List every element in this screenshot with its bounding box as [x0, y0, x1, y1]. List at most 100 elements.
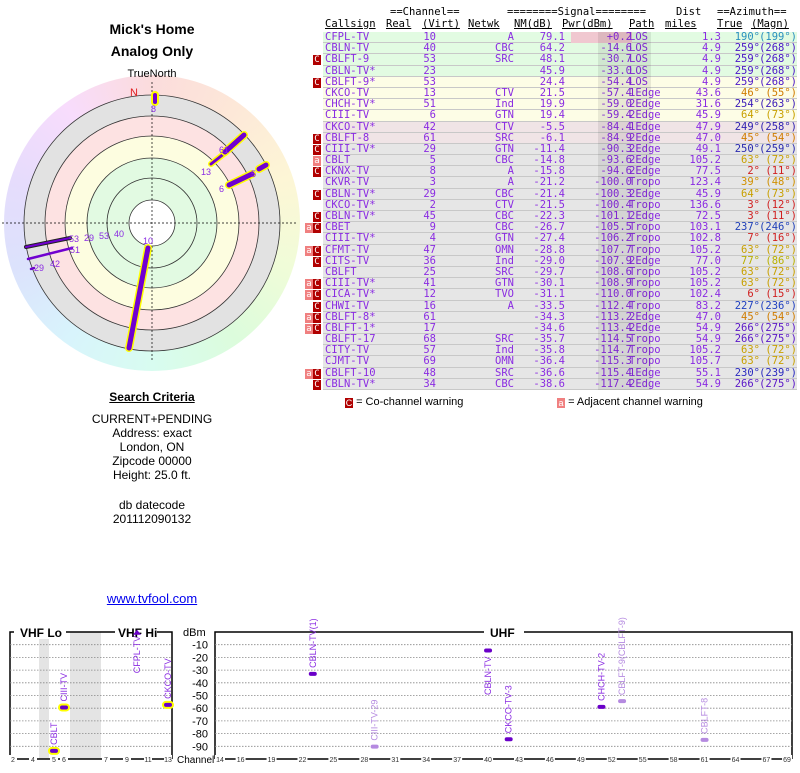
cell-magn: (15°): [765, 288, 797, 301]
adjacent-channel-warning-icon: a: [305, 290, 313, 301]
station-marker[interactable]: [597, 704, 606, 709]
table-row[interactable]: CBLN-TV 40 CBC 64.2 -14.6 LOS 4.9 259° (268°): [323, 42, 797, 55]
cell-net: GTN: [495, 277, 514, 290]
table-row[interactable]: CFPL-TV 10 A 79.1 +0.2 LOS 1.3 190° (199°): [323, 31, 797, 44]
table-row[interactable]: CHCH-TV* 51 Ind 19.9 -59.0 2Edge 31.6 254° (263°…: [323, 98, 797, 111]
table-row[interactable]: CBET 9 CBC -26.7 -105.5 Tropo 103.1 237° (246°) a…: [305, 221, 797, 234]
cell-dist: 47.0: [695, 310, 721, 323]
co-channel-warning-icon: C: [313, 368, 321, 379]
cell-true: 45°: [741, 131, 760, 144]
table-row[interactable]: CKCO-TV* 2 CTV -21.5 -100.4 Tropo 136.6 3° (12°): [323, 198, 797, 211]
dist-group-header: Dist: [676, 6, 702, 18]
cell-call: CBLFT-10: [325, 366, 376, 379]
station-marker[interactable]: [700, 737, 709, 742]
table-row[interactable]: CFMT-TV 47 OMN -28.8 -107.7 Tropo 105.2 63° (72°…: [305, 243, 797, 256]
search-address: Address: exact: [112, 426, 192, 440]
tvfool-link[interactable]: www.tvfool.com: [106, 591, 198, 606]
polar-plot: 8 61 13 5 6 10 53 29 53 40 51 29 42 True…: [0, 60, 300, 371]
table-row[interactable]: CBLFT-9 53 SRC 48.1 -30.7 LOS 4.9 259° (268°) C: [313, 54, 797, 66]
cell-nm: -30.1: [533, 277, 565, 290]
table-row[interactable]: CBLFT-9* 53 24.4 -54.4 LOS 4.9 259° (268°) C: [313, 76, 797, 88]
table-row[interactable]: CJMT-TV 69 OMN -36.4 -115.3 Tropo 105.7 63° (72°…: [323, 355, 797, 368]
table-row[interactable]: CKVR-TV 3 A -21.2 -100.0 Tropo 123.4 39° (48°): [323, 176, 797, 189]
cell-call: CKCO-TV*: [325, 120, 376, 133]
cell-real: 68: [423, 333, 436, 346]
table-row[interactable]: CBLFT-8* 61 -34.3 -113.2 2Edge 47.0 45° (54°) a C: [305, 310, 797, 323]
cell-magn: (12°): [765, 198, 797, 211]
co-channel-warning-icon: C: [313, 77, 321, 88]
table-row[interactable]: CKCO-TV 13 CTV 21.5 -57.4 1Edge 43.6 46° (55°): [323, 87, 797, 100]
cell-dist: 136.6: [689, 198, 721, 211]
cell-nm: -36.4: [533, 355, 565, 368]
table-row[interactable]: CHWI-TV 16 A -33.5 -112.4 Tropo 83.2 227° (236°)…: [313, 300, 797, 312]
table-row[interactable]: CITY-TV 57 Ind -35.8 -114.7 Tropo 105.2 63° (72°…: [323, 345, 797, 357]
cell-path: 2Edge: [629, 109, 661, 122]
station-marker[interactable]: [164, 702, 172, 707]
table-row[interactable]: CBLFT-8 61 SRC -6.1 -84.9 2Edge 47.0 45° (54°) C: [313, 131, 797, 144]
cell-true: 63°: [741, 243, 760, 256]
station-marker[interactable]: [60, 705, 68, 710]
cell-real: 36: [423, 254, 436, 267]
table-row[interactable]: CBLFT-17 68 SRC -35.7 -114.5 Tropo 54.9 266° (27…: [323, 333, 797, 346]
table-row[interactable]: CBLN-TV* 34 CBC -38.6 -117.4 2Edge 54.9 266° (27…: [313, 377, 797, 390]
north-marker: N: [130, 87, 138, 99]
bearing-bar-29: [29, 266, 36, 271]
cell-dist: 54.9: [695, 333, 721, 346]
table-row[interactable]: CKCO-TV* 42 CTV -5.5 -84.4 1Edge 47.9 249° (258°…: [323, 120, 797, 133]
table-row[interactable]: CIII-TV* 4 GTN -27.4 -106.2 Tropo 102.8 7° (16°): [323, 232, 797, 245]
station-label: CHCH-TV-2: [596, 653, 606, 701]
cell-magn: (72°): [765, 277, 797, 290]
cell-magn: (11°): [765, 165, 797, 178]
dbm-tick-label: -30: [192, 665, 208, 677]
table-row[interactable]: CITS-TV 36 Ind -29.0 -107.9 2Edge 77.0 77° (86°)…: [313, 254, 797, 267]
cell-nm: -11.4: [533, 142, 565, 155]
cell-path: 2Edge: [629, 377, 661, 390]
polar-label: 51: [70, 245, 80, 255]
channel-tick-label: 49: [577, 757, 585, 764]
cell-call: CKCO-TV*: [325, 198, 376, 211]
cell-path: 1Edge: [629, 366, 661, 379]
table-row[interactable]: CBLN-TV* 23 45.9 -33.0 LOS 4.9 259° (268°): [323, 64, 797, 77]
cell-real: 41: [423, 277, 436, 290]
channel-tick-label: 40: [484, 757, 492, 764]
cell-magn: (239°): [759, 366, 797, 379]
table-row[interactable]: CBLN-TV* 45 CBC -22.3 -101.1 2Edge 72.5 3° (11°)…: [313, 210, 797, 223]
channel-tick-label: 16: [237, 757, 245, 764]
table-row[interactable]: CIII-TV* 41 GTN -30.1 -108.9 Tropo 105.2 63° (72…: [305, 277, 797, 290]
cell-nm: -29.7: [533, 265, 565, 278]
station-marker[interactable]: [50, 748, 58, 753]
cell-call: CBLN-TV*: [325, 64, 376, 77]
station-marker[interactable]: [484, 648, 493, 653]
cell-magn: (54°): [765, 310, 797, 323]
table-row[interactable]: CIII-TV 6 GTN 19.4 -59.4 2Edge 45.9 64° (73°): [323, 109, 797, 122]
table-row[interactable]: CBLFT 25 SRC -29.7 -108.6 Tropo 105.2 63° (72°): [323, 265, 797, 279]
cell-net: A: [507, 165, 514, 178]
cell-pwr: -105.5: [594, 221, 632, 234]
cell-pwr: -93.6: [600, 154, 632, 167]
cell-true: 64°: [741, 187, 760, 200]
table-row[interactable]: CIII-TV* 29 GTN -11.4 -90.3 2Edge 49.1 250° (259…: [313, 142, 797, 156]
table-row[interactable]: CBLFT-1* 17 -34.6 -113.4 2Edge 54.9 266° (275°)…: [305, 321, 797, 335]
table-row[interactable]: CBLN-TV* 29 CBC -21.4 -100.3 2Edge 45.9 64° (73°…: [313, 187, 797, 200]
cell-path: Tropo: [629, 176, 661, 189]
cell-real: 23: [423, 64, 436, 77]
col-virt: (Virt): [422, 18, 460, 30]
cell-net: OMN: [495, 355, 514, 368]
table-row[interactable]: CKNX-TV 8 A -15.8 -94.6 2Edge 77.5 2° (11°) C: [313, 165, 797, 178]
station-marker[interactable]: [618, 699, 627, 704]
station-marker[interactable]: [370, 744, 379, 749]
cell-nm: -21.5: [533, 198, 565, 211]
cell-true: 63°: [741, 154, 760, 167]
cell-nm: -26.7: [533, 221, 565, 234]
station-marker[interactable]: [504, 737, 513, 742]
cell-real: 4: [429, 232, 436, 245]
cell-true: 6°: [747, 288, 760, 301]
table-row[interactable]: CBLFT-10 48 SRC -36.6 -115.4 1Edge 55.1 230° (23…: [305, 366, 797, 379]
cell-call: CFMT-TV: [325, 243, 370, 256]
cell-nm: -34.6: [533, 321, 565, 334]
cell-path: 2Edge: [629, 131, 661, 144]
table-row[interactable]: CBLT 5 CBC -14.8 -93.6 2Edge 105.2 63° (72°) a: [313, 154, 797, 167]
station-marker[interactable]: [133, 629, 141, 635]
table-row[interactable]: CICA-TV* 12 TVO -31.1 -110.0 Tropo 102.4 6° (15°…: [305, 288, 797, 301]
station-marker[interactable]: [308, 671, 317, 676]
